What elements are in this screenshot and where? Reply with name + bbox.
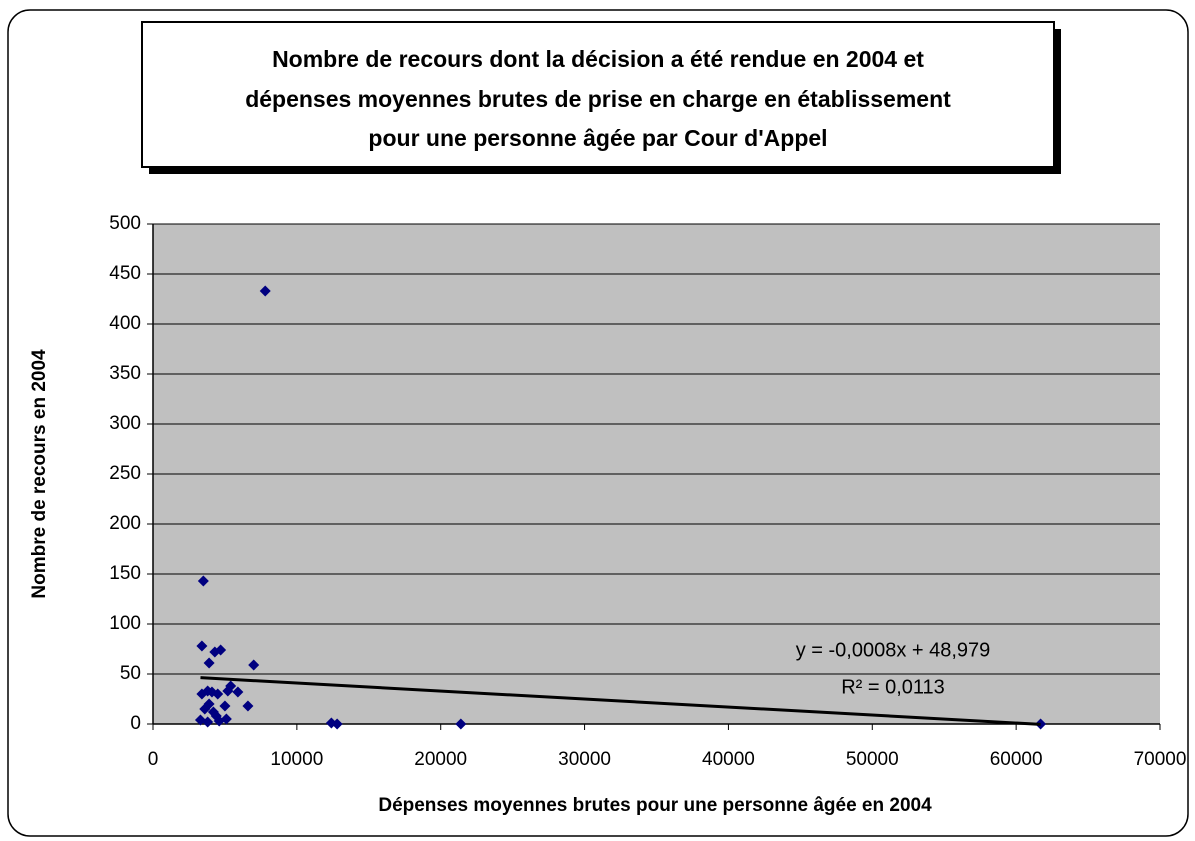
- y-tick-label: 50: [120, 663, 141, 684]
- point: [248, 659, 260, 671]
- point: [196, 640, 208, 652]
- point: [213, 715, 225, 727]
- y-tick-label: 400: [109, 313, 141, 334]
- chart-title: pour une personne âgée par Cour d'Appel: [368, 125, 827, 151]
- y-tick-label: 0: [130, 713, 141, 734]
- point: [197, 575, 209, 587]
- y-tick-label: 150: [109, 563, 141, 584]
- y-axis-title: Nombre de recours en 2004: [29, 349, 50, 599]
- point: [219, 700, 231, 712]
- point: [215, 644, 227, 656]
- trendline: [200, 676, 1041, 726]
- plot-layer: 0 50 100 150 200 250 300 350 400 450 500 0 10000 2000…: [109, 213, 1186, 770]
- point: [455, 718, 467, 730]
- chart-title: dépenses moyennes brutes de prise en cha…: [245, 86, 951, 112]
- trendline-r2: R² = 0,0113: [841, 676, 945, 698]
- title-box: [141, 21, 1055, 168]
- x-tick-label: 50000: [846, 749, 899, 770]
- point: [203, 657, 215, 669]
- y-tick-label: 100: [109, 613, 141, 634]
- x-tick-label: 20000: [414, 749, 467, 770]
- point: [232, 686, 244, 698]
- x-tick-label: 70000: [1134, 749, 1187, 770]
- x-tick-label: 10000: [270, 749, 323, 770]
- point: [196, 688, 208, 700]
- point: [259, 285, 271, 297]
- y-tick-label: 350: [109, 363, 141, 384]
- x-tick-label: 60000: [990, 749, 1043, 770]
- point: [331, 718, 343, 730]
- x-tick-label: 30000: [558, 749, 611, 770]
- chart-title: Nombre de recours dont la décision a été…: [272, 46, 924, 72]
- x-axis-title: Dépenses moyennes brutes pour une person…: [378, 795, 932, 816]
- x-tick-label: 0: [148, 749, 159, 770]
- y-tick-label: 450: [109, 263, 141, 284]
- y-tick-label: 200: [109, 513, 141, 534]
- point: [202, 716, 214, 728]
- point: [242, 700, 254, 712]
- y-tick-label: 250: [109, 463, 141, 484]
- point: [203, 698, 215, 710]
- trendline-equation: y = -0,0008x + 48,979: [796, 639, 991, 661]
- y-tick-label: 300: [109, 413, 141, 434]
- point: [222, 685, 234, 697]
- y-tick-label: 500: [109, 213, 141, 234]
- x-tick-label: 40000: [702, 749, 755, 770]
